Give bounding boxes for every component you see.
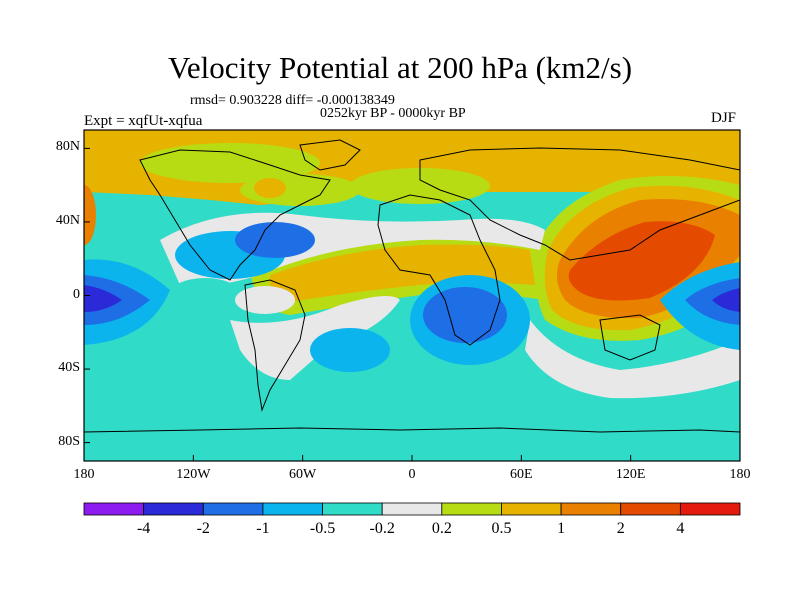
colorbar-swatch	[83, 502, 145, 516]
colorbar-swatch	[679, 502, 741, 516]
lon-tick-label: 180	[729, 467, 751, 482]
colorbar-swatch	[501, 502, 562, 516]
colorbar-swatch	[262, 502, 323, 516]
lat-tick-label: 40N	[55, 212, 80, 228]
experiment-label: Expt = xqfUt-xqfua	[84, 113, 203, 129]
colorbar	[83, 502, 741, 516]
colorbar-swatch	[381, 502, 443, 516]
colorbar-swatch	[620, 502, 681, 516]
rmsd-diff-stats: rmsd= 0.903228 diff= -0.000138349	[190, 93, 395, 108]
lon-tick-label: 120W	[176, 467, 211, 482]
colorbar-label: 0.5	[491, 520, 512, 537]
colorbar-swatch	[143, 502, 204, 516]
lat-tick-label: 80S	[58, 433, 80, 449]
season-label: DJF	[711, 110, 737, 126]
colorbar-label: 0.2	[431, 520, 452, 537]
plot-title: Velocity Potential at 200 hPa (km2/s)	[167, 50, 633, 85]
time-period: 0252kyr BP - 0000kyr BP	[320, 106, 466, 121]
lat-tick-label: 40S	[58, 360, 80, 376]
lat-tick-label: 0	[73, 286, 80, 302]
lon-tick-label: 60W	[289, 467, 317, 482]
velocity-potential-field	[84, 130, 740, 461]
colorbar-label: 2	[616, 520, 625, 537]
colorbar-swatch	[560, 502, 622, 516]
colorbar-label: -1	[256, 520, 270, 537]
lon-tick-label: 60E	[510, 467, 533, 482]
colorbar-label: -0.5	[309, 520, 336, 537]
colorbar-swatch	[322, 502, 383, 516]
lon-tick-label: 120E	[615, 467, 646, 482]
colorbar-swatch	[202, 502, 264, 516]
lat-tick-label: 80N	[55, 139, 80, 155]
colorbar-label: -2	[196, 520, 210, 537]
colorbar-label: -0.2	[369, 520, 395, 537]
lon-tick-label: 0	[408, 467, 416, 482]
colorbar-label: -4	[136, 520, 151, 537]
colorbar-label: 4	[676, 520, 685, 537]
lon-tick-label: 180	[73, 467, 95, 482]
colorbar-label: 1	[557, 520, 566, 537]
coastlines	[84, 139, 740, 433]
colorbar-swatch	[441, 502, 502, 516]
